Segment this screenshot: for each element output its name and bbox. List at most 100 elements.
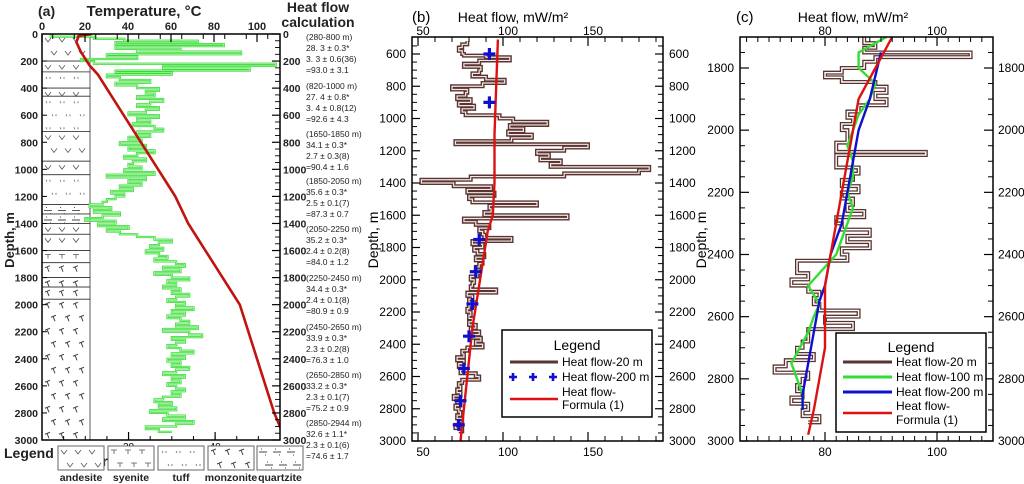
left-tick-label: 2000 bbox=[379, 273, 406, 287]
lithology-layer-andesite bbox=[41, 87, 91, 97]
lithology-layer-andesite bbox=[41, 60, 91, 73]
left-tick-label: 1800 bbox=[379, 241, 406, 255]
right-tick-label: 2400 bbox=[669, 337, 696, 351]
right-tick-label: 2200 bbox=[283, 327, 307, 339]
tuff-mark bbox=[79, 192, 85, 195]
tuff-mark bbox=[73, 76, 79, 80]
tuff-mark bbox=[45, 101, 51, 104]
tuff-mark bbox=[79, 114, 85, 117]
lithology-layer-quartzite bbox=[41, 204, 91, 215]
right-tick-label: 2000 bbox=[669, 273, 696, 287]
monzonite-mark bbox=[64, 366, 71, 374]
monzonite-mark bbox=[58, 301, 65, 309]
right-tick-label: 2400 bbox=[283, 354, 307, 366]
legend-box bbox=[501, 329, 653, 418]
right-tick-label: 1800 bbox=[283, 273, 307, 285]
left-tick-label: 2800 bbox=[15, 408, 39, 420]
andesite-mark bbox=[58, 135, 66, 141]
left-tick-label: 2800 bbox=[379, 402, 406, 416]
left-tick-label: 2600 bbox=[15, 381, 39, 393]
right-tick-label: 1800 bbox=[669, 241, 696, 255]
monzonite-mark bbox=[72, 265, 79, 272]
tuff-mark bbox=[161, 450, 167, 454]
tuff-mark bbox=[59, 127, 65, 130]
heat-flow-interval: (2650-2850 m) bbox=[306, 370, 362, 380]
lithology-layer-tuff bbox=[41, 174, 91, 205]
legend-item-tuff: tuff bbox=[157, 445, 205, 484]
monzonite-mark bbox=[72, 280, 79, 287]
quartzite-mark bbox=[293, 461, 301, 469]
panel-a-axes: 0204060801002040002002004004006006008008… bbox=[15, 21, 307, 453]
panel-a: (a) Temperature, °C Heat flow calculatio… bbox=[2, 0, 362, 484]
andesite-mark bbox=[58, 164, 66, 170]
legend-item-syenite: syenite bbox=[107, 445, 155, 484]
left-tick-label: 0 bbox=[32, 29, 38, 41]
syenite-mark bbox=[73, 254, 79, 259]
monzonite-mark bbox=[72, 301, 79, 309]
legend-title: Legend bbox=[554, 337, 601, 353]
left-tick-label: 1600 bbox=[379, 208, 406, 222]
legend-swatch bbox=[256, 445, 304, 471]
legend-swatch bbox=[157, 445, 205, 471]
heat-flow-value: =74.6 ± 1.7 bbox=[306, 451, 349, 461]
lithology-layer-monzonite bbox=[41, 298, 91, 441]
lithology-legend: Legend andesite syenite tuff monzonite quart… bbox=[4, 445, 304, 484]
legend-title: Legend bbox=[888, 339, 935, 355]
quartzite-mark bbox=[44, 207, 52, 214]
legend-label: syenite bbox=[113, 472, 149, 484]
syenite-mark bbox=[125, 449, 131, 454]
top-tick-label: 100 bbox=[498, 24, 518, 38]
panel-c-title: Heat flow, mW/m² bbox=[798, 9, 909, 25]
top-tick-label: 20 bbox=[79, 21, 91, 33]
bottom-tick-label: 50 bbox=[416, 445, 430, 459]
lithology-layer-box bbox=[41, 277, 91, 288]
right-tick-label: 2800 bbox=[283, 408, 307, 420]
monzonite-mark bbox=[230, 461, 237, 469]
right-tick-label: 1600 bbox=[283, 246, 307, 258]
heat-flow-block: (2050-2250 m)35.2 ± 0.3*2.4 ± 0.2(8)=84.… bbox=[306, 224, 362, 267]
heat-flow-conductivity: 2.7 ± 0.3(8) bbox=[306, 151, 350, 161]
tuff-mark bbox=[59, 101, 65, 104]
tuff-mark bbox=[175, 450, 181, 454]
lithology-layer-box bbox=[41, 223, 91, 235]
monzonite-mark bbox=[64, 314, 71, 322]
lithology-layer-monzonite bbox=[41, 277, 91, 288]
monzonite-mark bbox=[64, 392, 71, 400]
gradient-series bbox=[49, 34, 277, 433]
left-tick-label: 2200 bbox=[15, 327, 39, 339]
lithology-layer-andesite bbox=[41, 160, 91, 176]
heat-flow-interval: (2250-2450 m) bbox=[306, 273, 362, 283]
quartzite-mark bbox=[259, 448, 267, 456]
left-tick-label: 1200 bbox=[15, 191, 39, 203]
monzonite-mark bbox=[210, 448, 217, 456]
right-tick-label: 2800 bbox=[998, 372, 1024, 386]
bottom-tick-label: 100 bbox=[498, 445, 518, 459]
monzonite-mark bbox=[78, 418, 85, 426]
left-tick-label: 2000 bbox=[707, 123, 734, 137]
heat-flow-header-1: Heat flow bbox=[287, 0, 349, 15]
syenite-mark bbox=[59, 254, 65, 259]
andesite-mark bbox=[58, 238, 66, 243]
panel-c-series bbox=[772, 37, 973, 436]
left-tick-label: 800 bbox=[386, 79, 406, 93]
tuff-mark bbox=[189, 450, 195, 454]
monzonite-mark bbox=[72, 405, 79, 413]
heat-flow-20m-line-inner bbox=[420, 41, 650, 432]
heat-flow-block: (2450-2650 m)33.9 ± 0.3*2.3 ± 0.2(8)=76.… bbox=[306, 322, 362, 365]
monzonite-mark bbox=[44, 301, 51, 309]
lithology-layer-andesite bbox=[41, 223, 91, 235]
right-tick-label: 1400 bbox=[283, 218, 307, 230]
heat-flow-200m-marker bbox=[452, 418, 465, 431]
left-tick-label: 600 bbox=[20, 110, 38, 122]
lithology-layer-box bbox=[41, 95, 91, 132]
lithology-layer-box bbox=[41, 262, 91, 279]
right-tick-label: 600 bbox=[669, 47, 689, 61]
legend-label-formula-2: Formula (1) bbox=[562, 398, 624, 412]
monzonite-mark bbox=[72, 353, 79, 361]
heat-flow-interval: (820-1000 m) bbox=[306, 81, 357, 91]
andesite-mark bbox=[72, 227, 80, 233]
left-tick-label: 3000 bbox=[707, 434, 734, 448]
right-tick-label: 1800 bbox=[998, 61, 1024, 75]
right-tick-label: 2200 bbox=[669, 305, 696, 319]
